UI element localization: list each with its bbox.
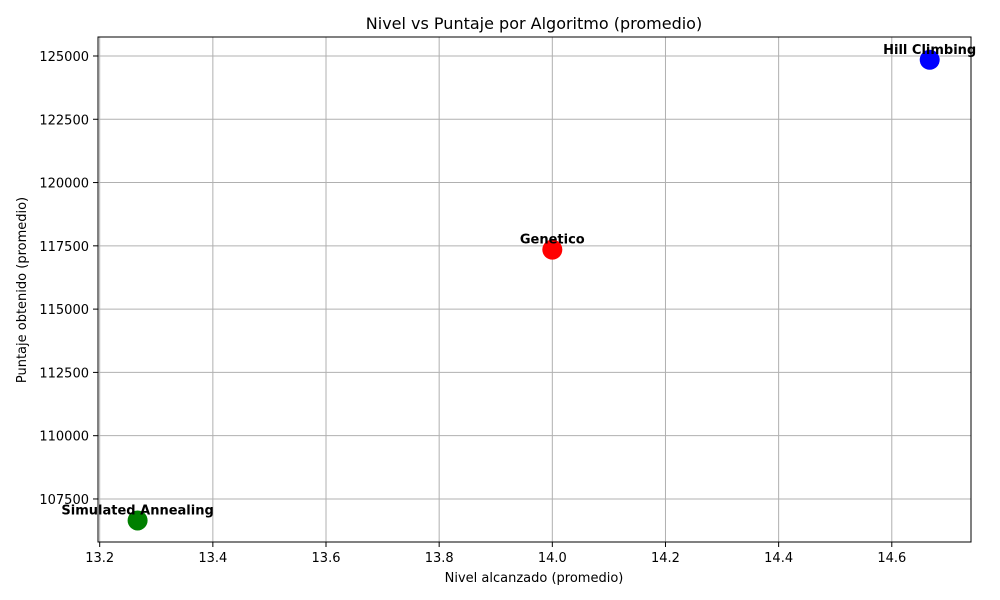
x-tick-label: 14.0 xyxy=(538,551,567,566)
point-labels-layer: Hill Climbing Genetico Simulated Annealing xyxy=(61,43,976,519)
y-tick-label: 110000 xyxy=(39,430,89,445)
y-tick-label: 122500 xyxy=(39,113,89,128)
x-tick-label: 13.8 xyxy=(425,551,454,566)
x-tick-label: 14.6 xyxy=(877,551,906,566)
scatter-point xyxy=(127,510,148,531)
plot-frame xyxy=(97,36,972,543)
points-layer xyxy=(127,49,940,531)
point-label: Simulated Annealing xyxy=(61,503,213,518)
y-tick-label: 117500 xyxy=(39,240,89,255)
x-tick-label: 13.6 xyxy=(312,551,341,566)
ticks-layer: 13.2 13.4 13.6 13.8 14.0 14.2 14.4 14.6 107500 11… xyxy=(39,50,906,566)
y-axis-label: Puntaje obtenido (promedio) xyxy=(15,197,30,383)
x-tick-label: 13.4 xyxy=(198,551,227,566)
scatter-point xyxy=(542,239,563,260)
y-tick-label: 115000 xyxy=(39,303,89,318)
x-tick-label: 14.4 xyxy=(764,551,793,566)
y-tick-label: 125000 xyxy=(39,50,89,65)
y-tick-label: 112500 xyxy=(39,366,89,381)
x-axis-label: Nivel alcanzado (promedio) xyxy=(445,571,624,586)
x-tick-label: 14.2 xyxy=(651,551,680,566)
scatter-point xyxy=(919,49,940,70)
point-label: Genetico xyxy=(520,233,585,248)
x-tick-label: 13.2 xyxy=(85,551,114,566)
y-tick-label: 120000 xyxy=(39,177,89,192)
grid-layer xyxy=(98,37,971,542)
y-tick-label: 107500 xyxy=(39,493,89,508)
chart-title: Nivel vs Puntaje por Algoritmo (promedio… xyxy=(366,14,702,33)
point-label: Hill Climbing xyxy=(883,43,976,58)
